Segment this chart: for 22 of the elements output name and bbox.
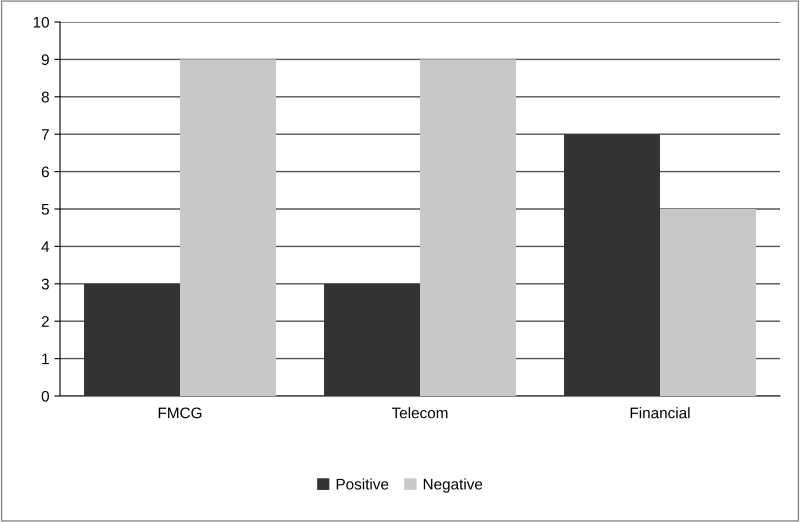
bar bbox=[660, 209, 756, 396]
y-tick-label: 0 bbox=[42, 390, 49, 402]
y-tick-label: 6 bbox=[42, 166, 49, 178]
y-tick-label: 1 bbox=[42, 354, 49, 364]
y-tick-label: 3 bbox=[42, 278, 49, 290]
x-tick-label: Telecom bbox=[392, 407, 448, 418]
bar bbox=[420, 59, 516, 396]
y-tick-label: 2 bbox=[42, 316, 49, 327]
bar bbox=[84, 284, 180, 396]
bar bbox=[180, 59, 276, 396]
y-tick-label: 9 bbox=[42, 54, 49, 66]
legend-label: Negative bbox=[424, 478, 482, 493]
y-tick-label: 5 bbox=[42, 204, 49, 215]
y-tick-label: 4 bbox=[41, 241, 50, 252]
x-tick-label: FMCG bbox=[158, 408, 202, 418]
legend-label: Positive bbox=[336, 478, 388, 490]
bar bbox=[324, 284, 420, 396]
y-tick-label: 10 bbox=[34, 16, 49, 28]
x-tick-label: Financial bbox=[630, 407, 690, 418]
y-tick-label: 8 bbox=[42, 92, 49, 102]
y-tick-label: 7 bbox=[42, 129, 49, 140]
bar bbox=[564, 134, 660, 396]
